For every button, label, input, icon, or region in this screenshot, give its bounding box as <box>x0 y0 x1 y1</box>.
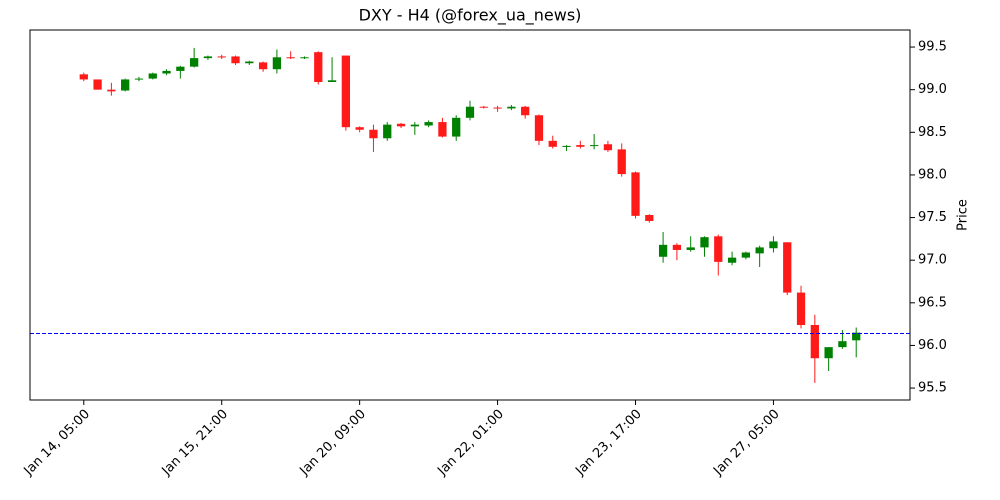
candle-body <box>369 129 378 139</box>
y-tick-label: 98.5 <box>918 125 947 140</box>
candle-body <box>410 124 419 127</box>
candle-body <box>438 122 447 137</box>
y-tick-label: 99.0 <box>918 82 947 97</box>
candle-body <box>741 252 750 258</box>
candle-body <box>686 247 695 250</box>
candle-body <box>617 149 626 175</box>
y-tick-label: 96.5 <box>918 295 947 310</box>
candle-body <box>396 123 406 127</box>
y-tick-label: 98.0 <box>918 167 947 182</box>
candle-body <box>327 80 337 83</box>
candle-body <box>93 79 102 90</box>
candle-body <box>755 247 764 254</box>
candle-body <box>631 172 640 216</box>
candle-body <box>258 62 268 70</box>
candle-body <box>824 347 833 359</box>
candle-body <box>121 79 130 91</box>
y-tick-label: 97.5 <box>918 210 947 225</box>
x-tick-label: Jan 23, 17:00 <box>572 407 644 479</box>
candle-body <box>658 244 668 257</box>
candle-body <box>521 106 530 116</box>
candle-body <box>700 237 709 248</box>
candle-body <box>176 66 185 71</box>
y-axis-label: Price <box>956 199 971 231</box>
x-tick-label: Jan 15, 21:00 <box>159 407 231 479</box>
candle-body <box>562 145 571 147</box>
y-tick-label: 96.0 <box>918 338 947 353</box>
candle-body <box>424 122 433 126</box>
candle-body <box>727 257 737 263</box>
candle-body <box>452 117 461 137</box>
candle-body <box>507 106 516 109</box>
candle-body <box>672 244 682 250</box>
candle-body <box>203 56 213 59</box>
candle-body <box>383 124 392 139</box>
chart-title: DXY - H4 (@forex_ua_news) <box>359 6 582 26</box>
candle-body <box>714 236 723 262</box>
candle-body <box>810 324 819 359</box>
y-tick-label: 97.0 <box>918 253 947 268</box>
candle-body <box>479 106 488 108</box>
candle-body <box>217 56 226 58</box>
x-tick-label: Jan 20, 09:00 <box>297 407 369 479</box>
candle-body <box>838 341 847 348</box>
candle-body <box>148 73 157 79</box>
candle-body <box>341 55 350 128</box>
candle-body <box>603 144 613 151</box>
plot-frame <box>29 29 911 401</box>
x-tick-label: Jan 27, 05:00 <box>710 407 782 479</box>
candle-body <box>79 74 88 80</box>
candle-body <box>796 292 806 325</box>
candle-body <box>107 89 116 92</box>
candle-body <box>245 61 254 64</box>
x-tick-label: Jan 22, 01:00 <box>434 407 506 479</box>
candle-body <box>534 115 544 141</box>
candle-body <box>355 127 364 130</box>
candle-body <box>231 56 240 64</box>
candle-body <box>769 241 778 249</box>
y-tick-label: 95.5 <box>918 381 947 396</box>
candle-body <box>783 242 792 293</box>
candle-body <box>548 140 557 147</box>
candle-body <box>576 145 585 147</box>
candle-body <box>272 57 282 70</box>
candle-body <box>465 106 475 118</box>
candle-body <box>645 215 654 221</box>
candle-body <box>162 70 171 74</box>
candle-body <box>286 57 295 59</box>
candle-body <box>493 107 502 109</box>
y-tick-label: 99.5 <box>918 40 947 55</box>
candle-body <box>190 58 199 67</box>
candle-body <box>590 145 599 147</box>
candle-body <box>134 78 144 80</box>
candle-body <box>314 52 323 83</box>
x-tick-label: Jan 14, 05:00 <box>21 407 93 479</box>
candle-body <box>852 332 861 341</box>
candle-body <box>300 57 309 59</box>
